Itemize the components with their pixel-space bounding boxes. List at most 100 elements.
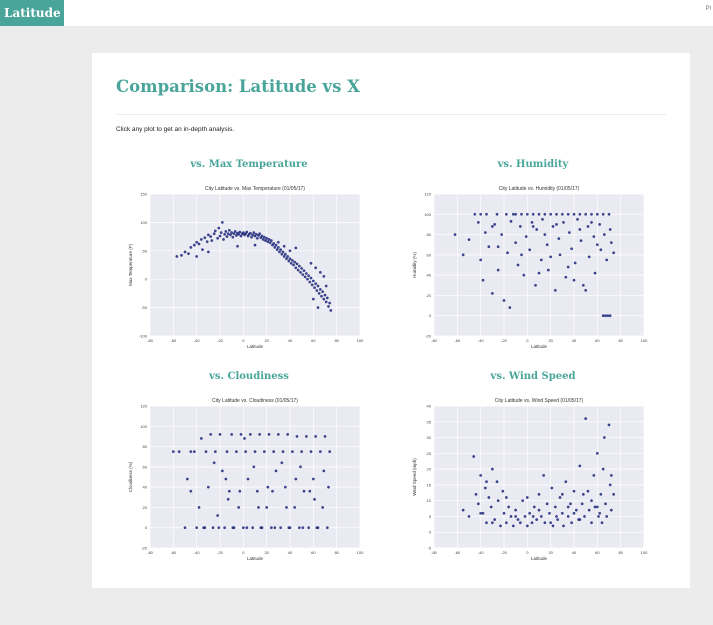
data-point bbox=[311, 279, 315, 283]
data-point bbox=[233, 230, 237, 233]
x-tick-label: -60 bbox=[170, 338, 177, 343]
data-point bbox=[272, 242, 276, 245]
data-point bbox=[483, 231, 487, 234]
data-point bbox=[566, 265, 570, 269]
data-point bbox=[548, 511, 551, 515]
data-point bbox=[600, 521, 604, 525]
data-point bbox=[609, 508, 613, 512]
data-point bbox=[238, 230, 242, 234]
data-point bbox=[248, 433, 252, 436]
data-point bbox=[493, 518, 497, 521]
data-point bbox=[300, 450, 304, 453]
data-point bbox=[245, 526, 249, 530]
data-point bbox=[501, 489, 505, 493]
data-point bbox=[328, 450, 332, 453]
data-point bbox=[518, 225, 522, 228]
x-tick-label: -60 bbox=[454, 550, 461, 555]
data-point bbox=[232, 232, 236, 236]
data-point bbox=[309, 450, 313, 453]
plot-wind-speed[interactable]: City Latitude vs. Wind Speed (01/05/17) -… bbox=[396, 395, 658, 567]
x-tick-label: -40 bbox=[478, 550, 485, 555]
heading-cloudiness[interactable]: vs. Cloudiness bbox=[209, 371, 289, 382]
data-point bbox=[599, 248, 603, 252]
data-point bbox=[177, 450, 181, 453]
content-card: Comparison: Latitude vs X Click any plot… bbox=[92, 53, 690, 588]
heading-max-temperature[interactable]: vs. Max Temperature bbox=[190, 159, 308, 170]
data-point bbox=[528, 248, 532, 252]
data-point bbox=[592, 235, 596, 238]
data-point bbox=[313, 497, 316, 501]
data-point bbox=[516, 518, 520, 521]
data-point bbox=[262, 450, 266, 453]
plot-cloudiness[interactable]: City Latitude vs. Cloudiness (01/05/17) -… bbox=[112, 395, 374, 567]
x-tick-label: 80 bbox=[618, 550, 623, 555]
heading-humidity[interactable]: vs. Humidity bbox=[497, 159, 569, 170]
brand-logo-link[interactable]: Latitude bbox=[0, 0, 64, 26]
data-point bbox=[261, 238, 265, 241]
data-point bbox=[289, 261, 293, 265]
heading-wind-speed[interactable]: vs. Wind Speed bbox=[490, 371, 576, 382]
x-tick-label: 100 bbox=[357, 338, 364, 343]
data-point bbox=[195, 526, 199, 530]
data-point bbox=[584, 417, 588, 420]
data-point bbox=[543, 212, 547, 216]
x-tick-label: 0 bbox=[242, 550, 245, 555]
data-point bbox=[593, 271, 597, 275]
y-tick-label: 25 bbox=[427, 451, 432, 456]
data-point bbox=[467, 515, 471, 518]
data-point bbox=[292, 263, 295, 267]
y-tick-label: -20 bbox=[425, 334, 432, 339]
data-point bbox=[608, 314, 612, 318]
data-point bbox=[258, 232, 262, 236]
y-tick-label: 15 bbox=[427, 482, 432, 487]
x-tick-label: -20 bbox=[501, 338, 508, 343]
x-tick-label: -80 bbox=[431, 338, 438, 343]
data-point bbox=[598, 511, 602, 515]
data-point bbox=[560, 511, 564, 515]
x-tick-label: 80 bbox=[618, 338, 623, 343]
data-point bbox=[537, 271, 541, 275]
plot-max-temperature[interactable]: City Latitude vs. Max Temperature (01/05… bbox=[112, 183, 374, 355]
data-point bbox=[316, 306, 320, 309]
data-point bbox=[573, 261, 577, 265]
data-point bbox=[609, 474, 613, 477]
data-point bbox=[580, 502, 584, 506]
y-axis-label: Wind Speed (mph) bbox=[412, 458, 417, 496]
data-point bbox=[224, 230, 228, 233]
data-point bbox=[597, 515, 600, 518]
data-point bbox=[253, 450, 257, 453]
data-point bbox=[213, 229, 217, 233]
x-tick-label: 40 bbox=[572, 550, 577, 555]
data-point bbox=[604, 502, 607, 506]
data-point bbox=[280, 461, 284, 465]
data-point bbox=[566, 505, 570, 509]
data-point bbox=[290, 450, 294, 453]
navbar-right-link[interactable]: Pl bbox=[705, 6, 711, 12]
data-point bbox=[269, 526, 273, 530]
data-point bbox=[579, 239, 583, 243]
data-point bbox=[307, 526, 311, 530]
data-point bbox=[265, 236, 269, 240]
x-tick-label: 60 bbox=[595, 338, 600, 343]
plot-area bbox=[150, 406, 360, 548]
data-point bbox=[583, 515, 586, 518]
data-point bbox=[301, 526, 305, 530]
data-point bbox=[502, 511, 506, 515]
x-tick-label: -60 bbox=[170, 550, 177, 555]
data-point bbox=[197, 242, 201, 246]
plot-area bbox=[434, 194, 644, 336]
x-tick-label: 80 bbox=[334, 338, 339, 343]
data-point bbox=[485, 521, 488, 525]
data-point bbox=[254, 232, 258, 236]
data-point bbox=[250, 235, 253, 239]
data-point bbox=[558, 253, 562, 257]
data-point bbox=[507, 505, 511, 509]
data-point bbox=[490, 467, 494, 471]
data-point bbox=[297, 264, 301, 268]
plot-humidity[interactable]: City Latitude vs. Humidity (01/05/17) -80… bbox=[396, 183, 658, 355]
data-point bbox=[531, 212, 535, 216]
data-point bbox=[283, 485, 287, 489]
data-point bbox=[227, 229, 231, 232]
data-point bbox=[506, 251, 509, 255]
x-tick-label: 40 bbox=[288, 550, 293, 555]
